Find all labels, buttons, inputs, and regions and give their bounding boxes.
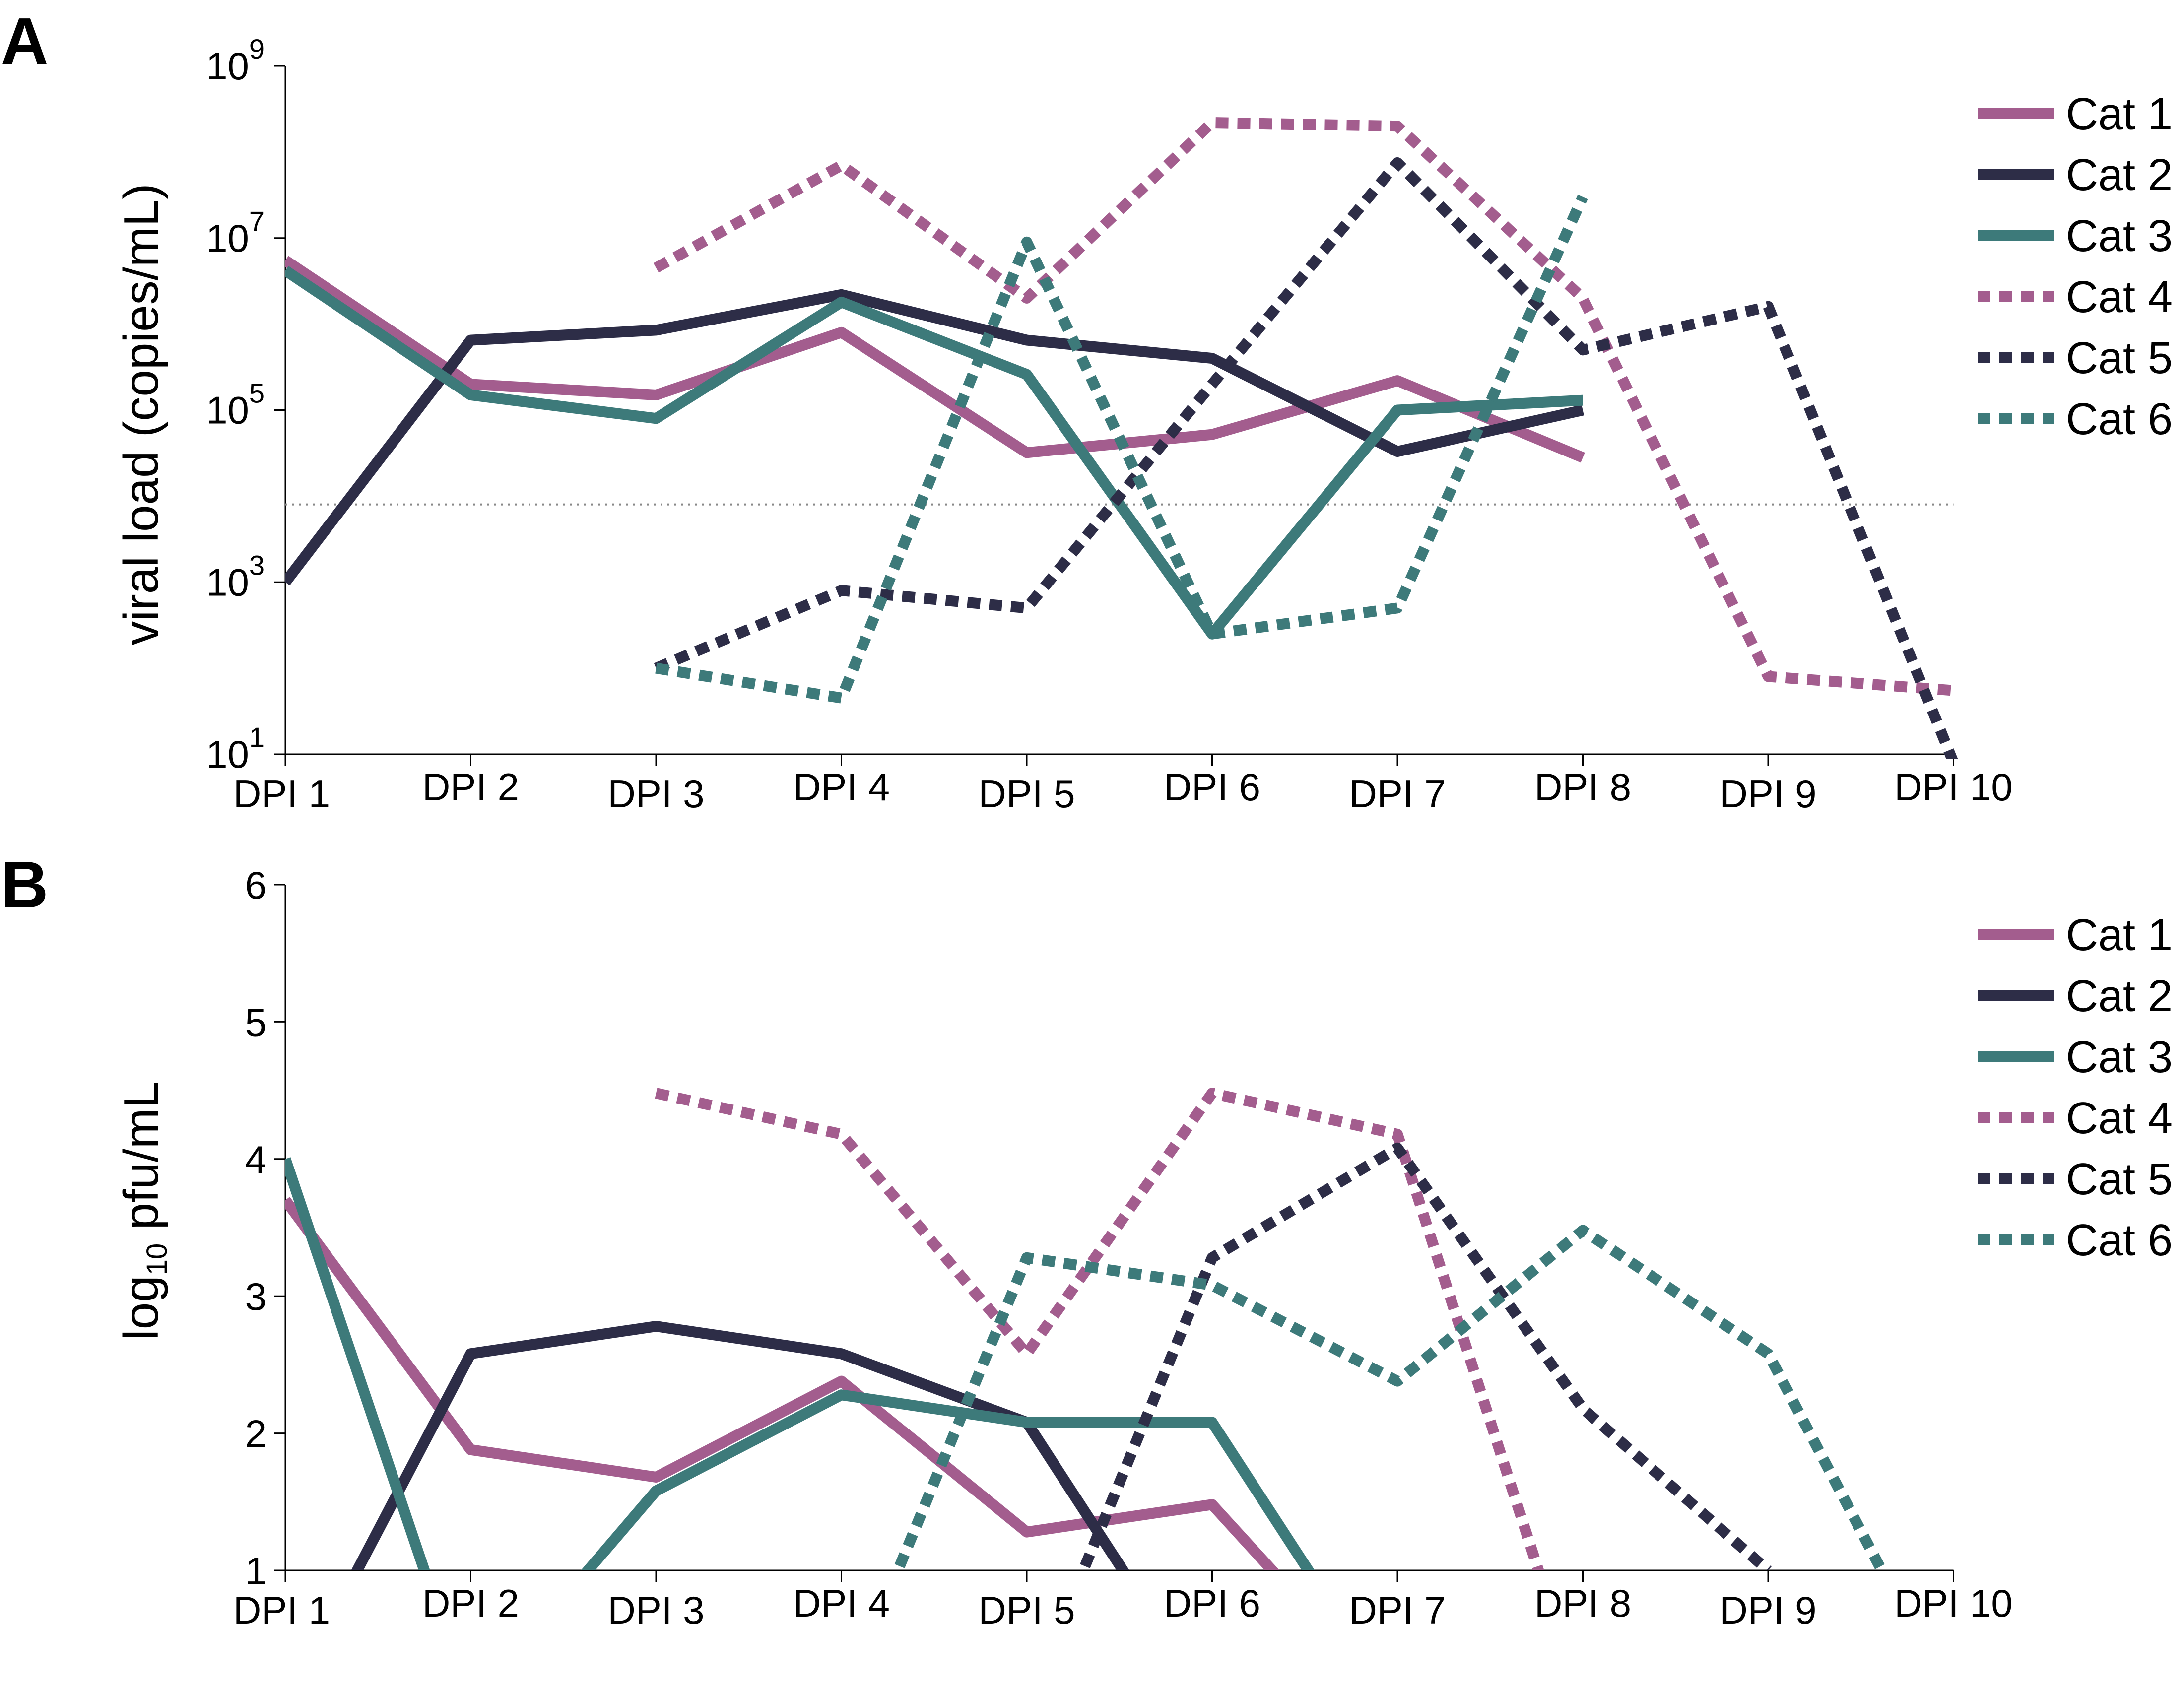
panel-a-y-axis-title: viral load (copies/mL) xyxy=(114,183,168,645)
panel-a-axes xyxy=(284,66,1954,755)
series-line-cat-3 xyxy=(285,265,1584,640)
legend-label-cat-4: Cat 4 xyxy=(2066,272,2173,322)
panel-a-legend: Cat 1 Cat 2 Cat 3 Cat 4 Cat 5 Cat 6 xyxy=(1978,89,2173,444)
legend-label-cat-5: Cat 5 xyxy=(2066,1155,2173,1204)
legend-label-cat-3: Cat 3 xyxy=(2066,211,2173,261)
panel-a-letter: A xyxy=(1,4,48,77)
series-line-cat-6 xyxy=(655,195,1588,704)
y-tick-label: 109 xyxy=(206,33,265,88)
x-tick-label: DPI 6 xyxy=(1164,1581,1260,1625)
x-tick-label: DPI 10 xyxy=(1894,765,2012,809)
legend-label-cat-2: Cat 2 xyxy=(2066,972,2173,1021)
x-tick-label: DPI 5 xyxy=(978,772,1075,816)
x-tick-label: DPI 3 xyxy=(607,1588,704,1632)
panel-b-legend: Cat 1 Cat 2 Cat 3 Cat 4 Cat 5 Cat 6 xyxy=(1978,910,2173,1265)
series-line-cat-1 xyxy=(285,256,1585,463)
y-tick-label: 1 xyxy=(245,1549,266,1593)
x-tick-label: DPI 7 xyxy=(1349,772,1446,816)
y-tick-label: 6 xyxy=(245,863,266,907)
x-tick-label: DPI 10 xyxy=(1894,1581,2012,1625)
series-line-cat-2 xyxy=(285,289,1584,585)
y-tick-label: 4 xyxy=(245,1138,266,1181)
series-line-cat-4 xyxy=(653,117,1954,696)
x-tick-label: DPI 2 xyxy=(422,1581,519,1625)
legend-label-cat-1: Cat 1 xyxy=(2066,910,2173,960)
panel-b-y-axis-title: log10 pfu/mL xyxy=(114,1081,173,1340)
y-tick-label: 103 xyxy=(206,549,265,604)
series-line-cat-2 xyxy=(351,1321,1130,1570)
panel-b-y-ticks: 1 2 3 4 5 6 xyxy=(245,863,285,1593)
x-tick-label: DPI 9 xyxy=(1720,1588,1816,1632)
x-tick-label: DPI 6 xyxy=(1164,765,1260,809)
panel-a: A viral load (copies/mL) 101 103 105 107 109… xyxy=(1,4,2173,816)
legend-label-cat-2: Cat 2 xyxy=(2066,150,2173,200)
panel-a-series xyxy=(285,117,1958,759)
panel-b-letter: B xyxy=(1,848,48,921)
y-tick-label: 5 xyxy=(245,1000,266,1044)
legend-label-cat-6: Cat 6 xyxy=(2066,394,2173,444)
x-tick-label: DPI 4 xyxy=(793,765,890,809)
legend-label-cat-3: Cat 3 xyxy=(2066,1033,2173,1082)
series-line-cat-5 xyxy=(654,157,1958,759)
legend-label-cat-4: Cat 4 xyxy=(2066,1094,2173,1143)
x-tick-label: DPI 4 xyxy=(793,1581,890,1625)
series-line-cat-4 xyxy=(655,1088,1544,1570)
series-line-cat-1 xyxy=(285,1197,1280,1570)
x-tick-label: DPI 8 xyxy=(1534,1581,1631,1625)
x-tick-label: DPI 9 xyxy=(1720,772,1816,816)
y-tick-label: 2 xyxy=(245,1412,266,1456)
x-tick-label: DPI 2 xyxy=(422,765,519,809)
x-tick-label: DPI 3 xyxy=(607,772,704,816)
y-tick-label: 101 xyxy=(206,721,265,776)
x-tick-label: DPI 1 xyxy=(233,772,330,816)
x-tick-label: DPI 1 xyxy=(233,1588,330,1632)
panel-a-y-ticks: 101 103 105 107 109 xyxy=(206,33,285,776)
legend-label-cat-6: Cat 6 xyxy=(2066,1216,2173,1265)
legend-label-cat-1: Cat 1 xyxy=(2066,89,2173,139)
y-tick-label: 105 xyxy=(206,378,265,432)
legend-label-cat-5: Cat 5 xyxy=(2066,333,2173,383)
x-tick-label: DPI 7 xyxy=(1349,1588,1446,1632)
x-tick-label: DPI 5 xyxy=(978,1588,1075,1632)
panel-b-series xyxy=(285,1088,1888,1570)
series-line-cat-3 xyxy=(285,1157,1315,1570)
y-tick-label: 107 xyxy=(206,205,265,260)
panel-b-x-ticks: DPI 1 DPI 2 DPI 3 DPI 4 DPI 5 DPI 6 DPI 7 DPI 8… xyxy=(233,1570,2013,1632)
series-line-cat-5 xyxy=(1077,1142,1772,1570)
y-tick-label: 3 xyxy=(245,1275,266,1318)
panel-a-x-ticks: DPI 1 DPI 2 DPI 3 DPI 4 DPI 5 DPI 6 DPI 7 DPI 8… xyxy=(233,754,2013,816)
series-line-cat-6 xyxy=(892,1225,1888,1570)
x-tick-label: DPI 8 xyxy=(1534,765,1631,809)
